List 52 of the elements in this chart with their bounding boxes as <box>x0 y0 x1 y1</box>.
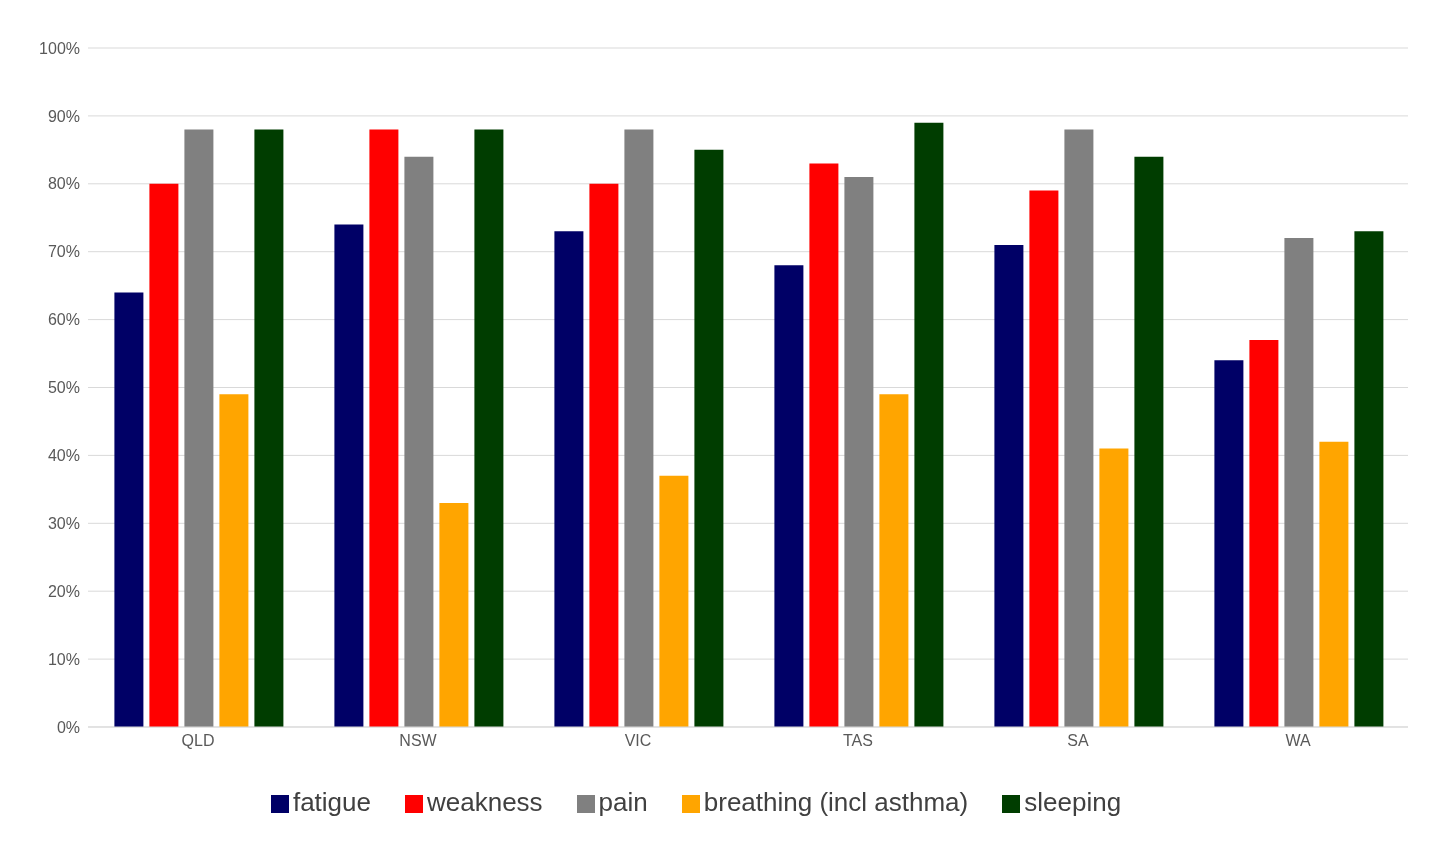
bar <box>1099 448 1129 727</box>
x-tick-label: QLD <box>181 732 215 750</box>
x-tick-label: SA <box>1067 732 1089 750</box>
bar <box>1064 129 1094 727</box>
bar <box>1249 339 1279 727</box>
legend-label: fatigue <box>292 787 371 817</box>
bar <box>254 129 284 727</box>
y-tick-label: 50% <box>47 379 80 397</box>
bar <box>404 156 434 727</box>
bar <box>914 122 944 727</box>
bar <box>149 183 179 727</box>
bar <box>589 183 619 727</box>
bar <box>219 394 249 727</box>
y-tick-label: 60% <box>47 311 80 329</box>
bar <box>659 475 689 727</box>
bar <box>809 163 839 727</box>
bar <box>334 224 364 727</box>
bar <box>474 129 504 727</box>
legend-label: sleeping <box>1024 787 1122 817</box>
bar <box>1354 231 1384 727</box>
bar <box>114 292 144 727</box>
y-tick-label: 10% <box>47 650 80 668</box>
bar <box>694 149 724 727</box>
y-tick-label: 70% <box>47 243 80 261</box>
x-tick-label: VIC <box>624 732 652 750</box>
y-tick-label: 20% <box>47 582 80 600</box>
bar <box>1134 156 1164 727</box>
x-tick-label: WA <box>1285 732 1311 750</box>
x-tick-label: NSW <box>399 732 438 750</box>
bar <box>994 244 1024 727</box>
bar <box>1319 441 1349 727</box>
y-tick-label: 90% <box>47 107 80 125</box>
bar <box>369 129 399 727</box>
bar <box>1029 190 1059 727</box>
y-tick-label: 80% <box>47 175 80 193</box>
bar <box>439 502 469 727</box>
bar <box>774 265 804 727</box>
y-tick-label: 0% <box>56 718 80 736</box>
bar <box>554 231 584 727</box>
legend-label: pain <box>598 787 648 817</box>
bar <box>624 129 654 727</box>
bar <box>1284 238 1314 727</box>
bar <box>844 177 874 727</box>
y-tick-label: 40% <box>47 447 80 465</box>
legend-label: breathing (incl asthma) <box>703 787 969 817</box>
legend-label: weakness <box>426 787 543 817</box>
y-tick-label: 100% <box>39 39 80 57</box>
bar <box>879 394 909 727</box>
bar <box>1214 360 1244 727</box>
y-tick-label: 30% <box>47 514 80 532</box>
x-tick-label: TAS <box>843 732 873 750</box>
bar <box>184 129 214 727</box>
